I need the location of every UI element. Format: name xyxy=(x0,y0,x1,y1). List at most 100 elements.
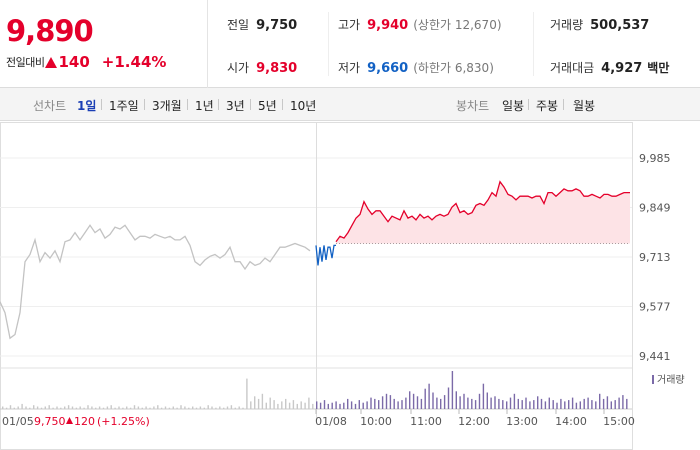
volume-value: 500,537 xyxy=(590,18,650,33)
volume-bar xyxy=(261,393,264,409)
volume-bar xyxy=(273,400,275,409)
volume-bar xyxy=(223,407,225,409)
open-price: 시가 9,830 xyxy=(227,59,297,76)
volume-bar xyxy=(548,397,550,409)
candle-daily-tab[interactable]: 일봉 xyxy=(502,99,525,113)
toolbar-divider xyxy=(282,99,283,110)
candle-monthly-tab[interactable]: 월봉 xyxy=(573,99,596,113)
volume-bar xyxy=(626,398,628,409)
up-segment-line xyxy=(335,180,630,243)
volume-bar xyxy=(118,406,120,409)
high-label: 고가 xyxy=(338,18,361,32)
volume-bar xyxy=(502,400,504,409)
up-triangle-icon xyxy=(45,56,58,68)
toolbar-divider xyxy=(250,99,251,110)
volume-bar xyxy=(304,402,306,409)
volume-bar xyxy=(412,393,415,409)
current-price: 9,890 xyxy=(6,14,94,48)
volume-bar xyxy=(199,406,202,409)
volume-bar xyxy=(44,406,46,409)
volume-bar xyxy=(451,371,454,409)
prev-day-line xyxy=(0,224,311,340)
volume-bar xyxy=(230,405,233,409)
y-tick-label: 9,441 xyxy=(639,350,671,363)
y-tick-label: 9,849 xyxy=(639,202,671,215)
volume-bar xyxy=(168,407,171,409)
volume-bar xyxy=(180,405,182,409)
volume-bar xyxy=(215,407,217,409)
stats-divider xyxy=(533,12,534,76)
lower-limit: (하한가 6,830) xyxy=(413,61,494,75)
volume-bar xyxy=(98,406,101,409)
prev-close: 전일 9,750 xyxy=(227,16,297,33)
volume-bar xyxy=(370,397,372,409)
volume-legend-label: 거래량 xyxy=(657,374,685,386)
x-tick-label: 11:00 xyxy=(410,415,442,428)
volume-bar xyxy=(525,397,527,409)
prev-day-date: 01/05 xyxy=(2,415,34,428)
change-value: 140 xyxy=(58,53,90,71)
volume-bar xyxy=(13,407,15,409)
price-chart-area[interactable]: 9,985 9,849 9,713 9,577 9,441 거래량 01/08 10:00 11… xyxy=(0,122,700,450)
period-1w-tab[interactable]: 1주일 xyxy=(109,99,139,113)
volume-bar xyxy=(149,407,151,409)
volume-bar xyxy=(366,401,368,409)
volume-bar xyxy=(327,403,329,409)
candle-weekly-tab[interactable]: 주봉 xyxy=(536,99,559,113)
volume-bar xyxy=(571,397,574,409)
volume-legend-swatch xyxy=(652,375,654,384)
y-tick-label: 9,577 xyxy=(639,301,671,314)
volume-bar xyxy=(606,396,609,409)
volume-bar xyxy=(374,398,376,409)
stats-grid: 전일 9,750 고가 9,940 (상한가 12,670) 거래량 500,5… xyxy=(208,0,700,88)
volume-bar xyxy=(350,401,353,409)
volume-bar xyxy=(141,407,143,409)
volume-bar xyxy=(40,407,43,409)
price-box: 9,890 전일대비 140 +1.44% xyxy=(0,0,208,88)
volume-bar xyxy=(52,407,54,409)
volume-bar xyxy=(56,406,58,409)
low-label: 저가 xyxy=(338,61,361,75)
volume-bar xyxy=(106,406,109,409)
volume-bar xyxy=(506,401,508,409)
period-3m-tab[interactable]: 3개월 xyxy=(152,99,182,113)
volume-bar xyxy=(122,407,124,409)
volume-bar xyxy=(308,397,310,409)
volume-bar xyxy=(67,405,70,409)
volume-bar xyxy=(296,403,298,409)
volume-bar xyxy=(331,402,333,409)
volume-bar xyxy=(564,401,566,409)
volume-bar xyxy=(9,405,12,409)
volume-bar xyxy=(494,396,496,409)
period-10y-tab[interactable]: 10년 xyxy=(290,99,317,113)
period-1d-tab[interactable]: 1일 xyxy=(77,99,97,113)
volume-bar xyxy=(312,403,314,409)
volume-bar xyxy=(513,393,516,409)
x-tick-label: 01/08 xyxy=(315,415,347,428)
period-3y-tab[interactable]: 3년 xyxy=(226,99,245,113)
toolbar-divider xyxy=(144,99,145,110)
price-chart: 9,985 9,849 9,713 9,577 9,441 거래량 01/08 10:00 11… xyxy=(0,122,685,450)
volume-bar xyxy=(79,406,81,409)
prev-day-price: 9,750 xyxy=(34,415,66,428)
period-1y-tab[interactable]: 1년 xyxy=(195,99,214,113)
volume-bar xyxy=(87,405,89,409)
x-tick-label: 13:00 xyxy=(506,415,538,428)
volume-bar xyxy=(242,407,244,409)
volume-bar xyxy=(71,406,74,409)
volume-layer xyxy=(2,371,628,409)
volume-bar xyxy=(95,407,97,409)
volume-bar xyxy=(250,401,252,409)
volume-bar xyxy=(238,406,240,409)
volume-bar xyxy=(33,405,35,409)
volume-bar xyxy=(482,383,485,409)
volume-bar xyxy=(575,402,578,409)
volume-bar xyxy=(509,397,512,409)
volume-bar xyxy=(560,398,562,409)
volume-bar xyxy=(323,400,326,409)
period-5y-tab[interactable]: 5년 xyxy=(258,99,277,113)
volume-bar xyxy=(537,396,539,409)
volume-bar xyxy=(416,396,419,409)
volume-bar xyxy=(157,405,159,409)
volume-bar xyxy=(498,398,500,409)
